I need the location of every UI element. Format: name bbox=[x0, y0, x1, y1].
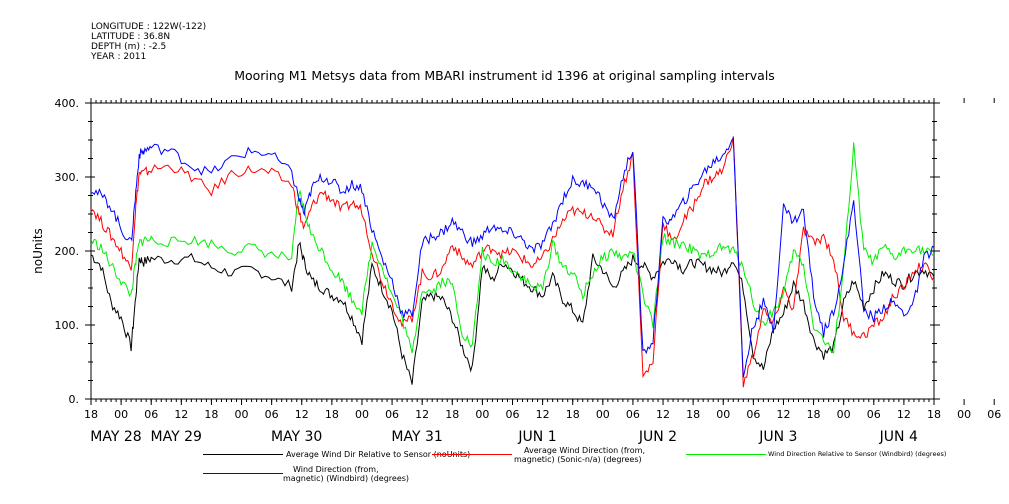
metadata-block: LONGITUDE : 122W(-122) LATITUDE : 36.8N … bbox=[91, 22, 206, 62]
y-tick-label: 400. bbox=[55, 97, 80, 110]
x-tick-label: 12 bbox=[656, 408, 670, 421]
x-day-label: JUN 3 bbox=[758, 429, 797, 445]
latitude-label: LATITUDE : 36.8N bbox=[91, 32, 171, 42]
legend-swatch-red bbox=[432, 454, 512, 455]
legend-label-green: Wind Direction Relative to Sensor (Windb… bbox=[768, 450, 947, 458]
x-tick-label: 00 bbox=[355, 408, 369, 421]
x-day-label: MAY 28 bbox=[90, 429, 141, 445]
x-tick-label: 06 bbox=[144, 408, 158, 421]
x-day-label: MAY 29 bbox=[151, 429, 202, 445]
x-tick-label: 12 bbox=[776, 408, 790, 421]
x-tick-label: 06 bbox=[385, 408, 399, 421]
legend-label-red: Average Wind Direction (from, magnetic) … bbox=[514, 446, 646, 464]
x-tick-label: 00 bbox=[475, 408, 489, 421]
x-tick-label: 12 bbox=[536, 408, 550, 421]
y-tick-label: 200. bbox=[55, 245, 80, 258]
x-tick-label: 00 bbox=[114, 408, 128, 421]
series-line-1 bbox=[91, 136, 934, 388]
x-tick-label: 06 bbox=[626, 408, 640, 421]
x-tick-label: 12 bbox=[897, 408, 911, 421]
x-tick-label: 18 bbox=[566, 408, 580, 421]
chart-series bbox=[91, 136, 934, 388]
x-tick-label: 06 bbox=[265, 408, 279, 421]
legend-swatch-black bbox=[203, 454, 283, 455]
x-tick-label: 00 bbox=[957, 408, 971, 421]
x-tick-label: 18 bbox=[807, 408, 821, 421]
y-axis-label: noUnits bbox=[31, 228, 45, 274]
y-tick-label: 0. bbox=[69, 393, 80, 406]
y-tick-label: 100. bbox=[55, 319, 80, 332]
x-tick-label: 06 bbox=[746, 408, 760, 421]
x-tick-label: 18 bbox=[84, 408, 98, 421]
x-tick-label: 00 bbox=[716, 408, 730, 421]
x-tick-label: 00 bbox=[235, 408, 249, 421]
x-tick-label: 06 bbox=[867, 408, 881, 421]
chart-axes: 0. 100. 200. 300. 400. noUnits 18 00 06 12 18 00 06 1… bbox=[31, 97, 1001, 445]
x-tick-label: 18 bbox=[445, 408, 459, 421]
x-tick-label: 12 bbox=[415, 408, 429, 421]
x-day-label: JUN 2 bbox=[638, 429, 677, 445]
legend-swatch-blue bbox=[203, 473, 283, 474]
x-tick-label: 06 bbox=[987, 408, 1001, 421]
x-day-label: JUN 1 bbox=[517, 429, 556, 445]
legend-swatch-green bbox=[686, 454, 766, 455]
year-label: YEAR : 2011 bbox=[91, 52, 147, 62]
x-tick-label: 12 bbox=[174, 408, 188, 421]
x-tick-label: 00 bbox=[837, 408, 851, 421]
x-day-label: JUN 4 bbox=[879, 429, 918, 445]
x-day-label: MAY 30 bbox=[271, 429, 322, 445]
plot-frame bbox=[90, 102, 935, 400]
x-day-label: MAY 31 bbox=[391, 429, 442, 445]
x-tick-label: 06 bbox=[506, 408, 520, 421]
chart-title: Mooring M1 Metsys data from MBARI instru… bbox=[234, 68, 775, 83]
legend-label-black: Average Wind Dir Relative to Sensor (noU… bbox=[286, 450, 471, 459]
x-tick-label: 18 bbox=[927, 408, 941, 421]
series-line-3 bbox=[91, 136, 934, 378]
x-tick-label: 18 bbox=[204, 408, 218, 421]
x-tick-label: 12 bbox=[295, 408, 309, 421]
series-line-2 bbox=[91, 142, 934, 354]
longitude-label: LONGITUDE : 122W(-122) bbox=[91, 22, 207, 32]
x-tick-label: 00 bbox=[596, 408, 610, 421]
y-tick-label: 300. bbox=[55, 171, 80, 184]
x-tick-label: 18 bbox=[686, 408, 700, 421]
x-tick-label: 18 bbox=[325, 408, 339, 421]
depth-label: DEPTH (m) : -2.5 bbox=[91, 42, 167, 52]
series-line-0 bbox=[91, 241, 934, 385]
legend-label-blue: Wind Direction (from, magnetic) (Windbir… bbox=[283, 465, 410, 483]
